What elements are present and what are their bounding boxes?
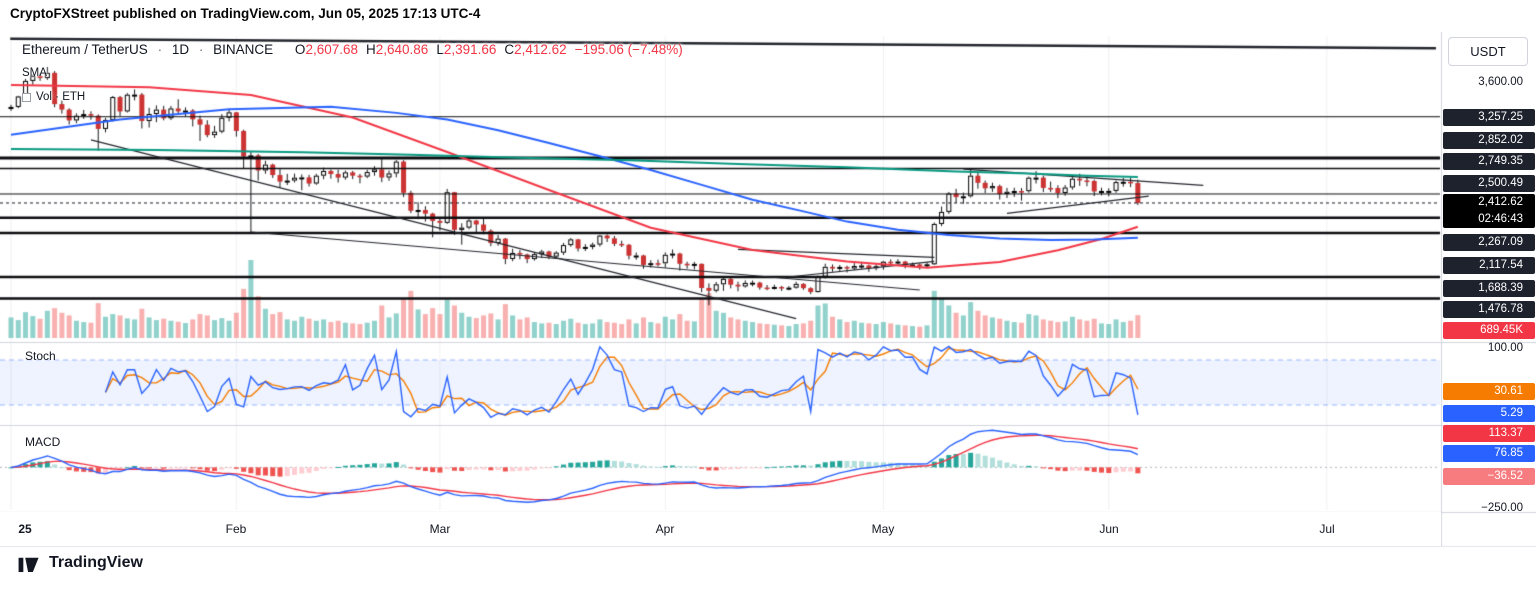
stoch-k-badge: 5.29 bbox=[1443, 405, 1535, 422]
exchange-label: BINANCE bbox=[213, 42, 274, 57]
current-price-badge: 2,412.62 02:46:43 bbox=[1443, 194, 1535, 228]
time-axis[interactable]: 25 Feb Mar Apr May Jun Jul bbox=[0, 512, 1441, 546]
stoch-legend[interactable]: Stoch bbox=[25, 349, 56, 363]
price-scale-label: 2,267.09 bbox=[1443, 234, 1535, 251]
time-axis-label: Jul bbox=[1319, 522, 1335, 536]
volume-value-badge: 689.45K bbox=[1443, 322, 1535, 339]
tradingview-logo-icon bbox=[18, 557, 39, 573]
indicator-toggle-icon bbox=[22, 92, 31, 102]
sma-legend[interactable]: SMA bbox=[22, 67, 47, 79]
price-scale-label: 2,749.35 bbox=[1443, 153, 1535, 170]
ohlc-readout: O2,607.68 H2,640.86 L2,391.66 C2,412.62 −195… bbox=[287, 42, 683, 57]
price-scale-label: −250.00 bbox=[1481, 502, 1523, 514]
time-axis-label: Mar bbox=[429, 522, 451, 536]
symbol-title: Ethereum / TetherUS bbox=[22, 42, 148, 57]
low-label: L bbox=[436, 42, 444, 57]
separator-dot: · bbox=[157, 42, 163, 57]
volume-legend-label: Vol · ETH bbox=[36, 91, 86, 103]
open-value: 2,607.68 bbox=[305, 42, 358, 57]
time-axis-label: Apr bbox=[655, 522, 675, 536]
price-scale-label: 3,600.00 bbox=[1478, 76, 1523, 88]
separator-dot: · bbox=[198, 42, 204, 57]
price-scale-label: 2,500.49 bbox=[1443, 175, 1535, 192]
price-scale[interactable]: USDT 3,600.00 3,257.25 2,852.02 2,749.35 2,5… bbox=[1442, 0, 1536, 592]
countdown-timer: 02:46:43 bbox=[1478, 213, 1523, 225]
macd-signal-badge: 113.37 bbox=[1443, 425, 1535, 442]
price-scale-label: 2,117.54 bbox=[1443, 257, 1535, 274]
stoch-d-badge: 30.61 bbox=[1443, 383, 1535, 400]
macd-legend[interactable]: MACD bbox=[25, 435, 61, 449]
volume-legend[interactable]: Vol · ETH bbox=[22, 91, 85, 103]
close-label: C bbox=[504, 42, 515, 57]
macd-line-badge: 76.85 bbox=[1443, 445, 1535, 462]
time-axis-label: Jun bbox=[1099, 522, 1119, 536]
price-scale-label: 3,257.25 bbox=[1443, 109, 1535, 126]
tradingview-attribution-link[interactable]: TradingView bbox=[18, 553, 143, 573]
open-label: O bbox=[294, 42, 306, 57]
time-axis-label: May bbox=[871, 522, 895, 536]
macd-histogram-badge: −36.52 bbox=[1443, 468, 1535, 485]
interval-label: 1D bbox=[171, 42, 190, 57]
time-axis-label: 25 bbox=[18, 522, 32, 536]
close-value: 2,412.62 bbox=[514, 42, 567, 57]
symbol-legend[interactable]: Ethereum / TetherUS · 1D · BINANCE O2,60… bbox=[22, 42, 683, 57]
time-axis-label: Feb bbox=[225, 522, 247, 536]
low-value: 2,391.66 bbox=[443, 42, 497, 57]
high-label: H bbox=[366, 42, 376, 57]
high-value: 2,640.86 bbox=[375, 42, 429, 57]
change-value: −195.06 (−7.48%) bbox=[574, 42, 683, 57]
price-scale-label: 1,476.78 bbox=[1443, 301, 1535, 318]
tradingview-wordmark: TradingView bbox=[49, 554, 143, 571]
price-scale-label: 2,852.02 bbox=[1443, 132, 1535, 149]
price-scale-label: 100.00 bbox=[1487, 342, 1523, 354]
price-scale-label: 1,688.39 bbox=[1443, 280, 1535, 297]
currency-toggle[interactable]: USDT bbox=[1448, 37, 1528, 66]
